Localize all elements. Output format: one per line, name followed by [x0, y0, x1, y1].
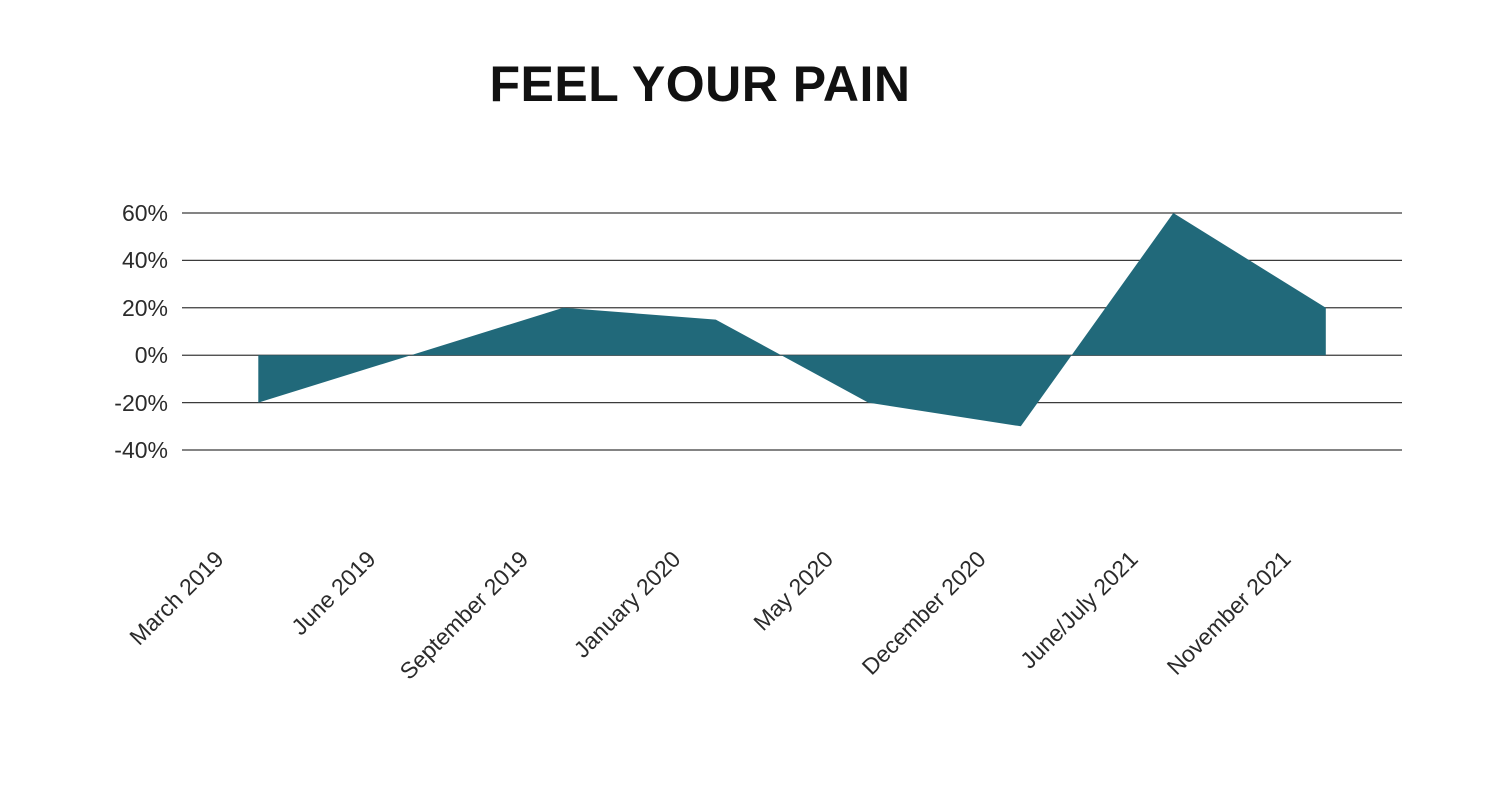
area-series — [258, 213, 1326, 427]
y-tick-label: 60% — [121, 200, 168, 226]
y-tick-label: 20% — [121, 294, 168, 321]
y-tick-label: -40% — [114, 437, 168, 463]
y-tick-label: -20% — [114, 389, 168, 416]
y-tick-label: 40% — [121, 247, 168, 274]
y-tick-label: 0% — [134, 342, 168, 369]
chart-title: FEEL YOUR PAIN — [489, 56, 911, 112]
